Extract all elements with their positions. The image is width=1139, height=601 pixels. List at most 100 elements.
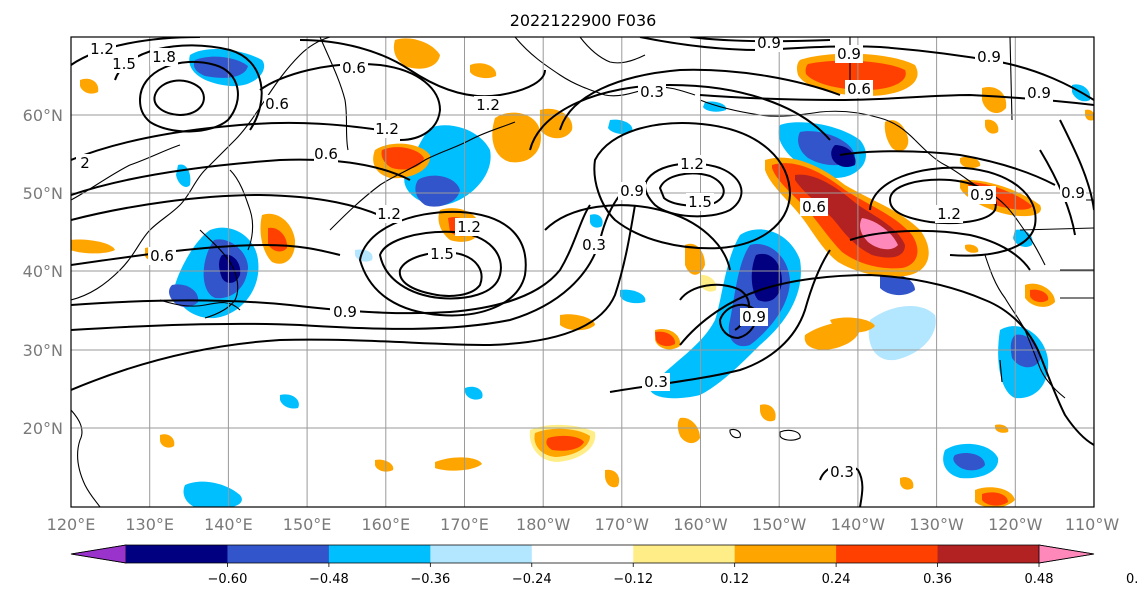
colorbar-label: 0.12 [720, 572, 749, 587]
contour-label: 0.6 [340, 59, 368, 77]
contour-label: 1.5 [110, 55, 138, 73]
lon-tick-labels: 120°E 130°E 140°E 150°E 160°E 170°E 180°… [47, 515, 1120, 534]
svg-text:0.3: 0.3 [582, 236, 606, 254]
contour-label: 0.9 [755, 34, 783, 52]
lon-tick: 170°W [595, 515, 650, 534]
contour-labels: 1.2 1.5 1.8 0.6 1.2 0.9 0.9 0.3 1.2 1.5 … [76, 34, 1086, 481]
colorbar-label: 0.48 [1025, 572, 1054, 587]
svg-text:1.2: 1.2 [375, 120, 399, 138]
lon-tick: 110°W [1065, 515, 1120, 534]
lon-tick: 140°W [831, 515, 886, 534]
lon-tick: 150°E [283, 515, 332, 534]
svg-text:0.3: 0.3 [830, 463, 854, 481]
colorbar-swatch [430, 545, 533, 563]
contour-label: 1.2 [374, 120, 400, 138]
contour-label: 0.9 [1060, 184, 1086, 202]
colorbar: −0.60 −0.48 −0.36 −0.24 −0.12 0.12 0.24 0.36 0.4… [70, 544, 1139, 587]
contour-label: 0.6 [800, 198, 828, 216]
svg-text:1.5: 1.5 [430, 245, 454, 263]
colorbar-swatch [531, 545, 634, 563]
colorbar-swatch [227, 545, 330, 563]
svg-text:0.9: 0.9 [970, 186, 994, 204]
colorbar-swatch [126, 545, 228, 563]
svg-text:0.9: 0.9 [757, 34, 781, 52]
svg-text:0.9: 0.9 [620, 182, 644, 200]
svg-text:1.2: 1.2 [457, 218, 481, 236]
svg-text:0.6: 0.6 [150, 247, 174, 265]
map-frame [70, 36, 1095, 508]
map-area: 1.2 1.5 1.8 0.6 1.2 0.9 0.9 0.3 1.2 1.5 … [71, 34, 1094, 507]
colorbar-outline [70, 544, 1095, 564]
contour-label: 1.8 [150, 48, 178, 66]
colorbar-label: −0.24 [512, 572, 552, 587]
contour-label: 1.2 [88, 40, 116, 58]
contour-label: 1.2 [678, 155, 706, 173]
svg-text:0.6: 0.6 [314, 145, 338, 163]
graticule [71, 37, 1094, 507]
contour-label: 0.3 [642, 373, 670, 391]
colorbar-label: −0.12 [613, 572, 653, 587]
contour-label: 0.6 [314, 145, 338, 163]
svg-text:1.2: 1.2 [680, 155, 704, 173]
lon-tick: 150°W [752, 515, 807, 534]
contour-label: 0.9 [835, 45, 863, 63]
colorbar-label: 0.60 [1126, 572, 1139, 587]
contour-label: 2 [76, 154, 94, 172]
contour-label: 0.6 [264, 95, 290, 113]
svg-text:0.9: 0.9 [1027, 84, 1051, 102]
lat-tick: 30°N [23, 341, 63, 360]
svg-text:0.9: 0.9 [333, 303, 357, 321]
contour-label: 1.5 [428, 245, 456, 263]
svg-text:0.9: 0.9 [1061, 184, 1085, 202]
lon-tick: 130°W [909, 515, 964, 534]
colorbar-swatch [328, 545, 431, 563]
lat-tick: 60°N [23, 106, 63, 125]
contour-label: 0.9 [330, 303, 360, 321]
colorbar-label: −0.60 [208, 572, 248, 587]
svg-text:1.2: 1.2 [476, 96, 500, 114]
svg-text:1.5: 1.5 [112, 55, 136, 73]
contour-label: 1.5 [686, 193, 714, 211]
lon-tick: 180°W [516, 515, 571, 534]
svg-text:0.3: 0.3 [640, 83, 664, 101]
negative-shading [169, 48, 1091, 507]
svg-text:1.2: 1.2 [90, 40, 114, 58]
colorbar-extend-high [1038, 544, 1095, 564]
colorbar-extend-low [70, 544, 127, 564]
colorbar-label: 0.24 [822, 572, 851, 587]
contour-label: 0.3 [638, 83, 666, 101]
colorbar-label: −0.48 [309, 572, 349, 587]
contour-label: 0.9 [740, 308, 768, 326]
colorbar-swatch [633, 545, 736, 563]
contour-label: 0.9 [618, 182, 646, 200]
svg-text:0.9: 0.9 [742, 308, 766, 326]
svg-text:0.6: 0.6 [802, 198, 826, 216]
lat-tick-labels: 60°N 50°N 40°N 30°N 20°N [23, 106, 63, 438]
lon-tick: 130°E [125, 515, 174, 534]
map-title: 2022122900 F036 [510, 11, 657, 30]
svg-text:0.6: 0.6 [265, 95, 289, 113]
colorbar-swatch [836, 545, 939, 563]
contour-label: 0.3 [580, 236, 608, 254]
contour-label: 0.9 [1025, 84, 1053, 102]
lon-tick: 160°W [673, 515, 728, 534]
contour-label: 0.6 [148, 247, 176, 265]
colorbar-label: −0.36 [410, 572, 450, 587]
contour-label: 0.6 [845, 80, 873, 98]
lon-tick: 140°E [204, 515, 253, 534]
lon-tick: 120°W [988, 515, 1043, 534]
lat-tick: 40°N [23, 262, 63, 281]
contour-label: 1.2 [376, 205, 402, 223]
svg-text:0.9: 0.9 [837, 45, 861, 63]
svg-text:1.2: 1.2 [937, 205, 961, 223]
lat-tick: 50°N [23, 184, 63, 203]
lon-tick: 160°E [361, 515, 410, 534]
contour-label: 1.2 [455, 218, 483, 236]
contour-label: 0.9 [968, 186, 996, 204]
contour-label: 1.2 [474, 96, 502, 114]
contour-label: 0.9 [975, 48, 1003, 66]
colorbar-swatch [937, 545, 1040, 563]
svg-text:2: 2 [80, 154, 90, 172]
colorbar-swatch [734, 545, 837, 563]
svg-text:1.2: 1.2 [377, 205, 401, 223]
